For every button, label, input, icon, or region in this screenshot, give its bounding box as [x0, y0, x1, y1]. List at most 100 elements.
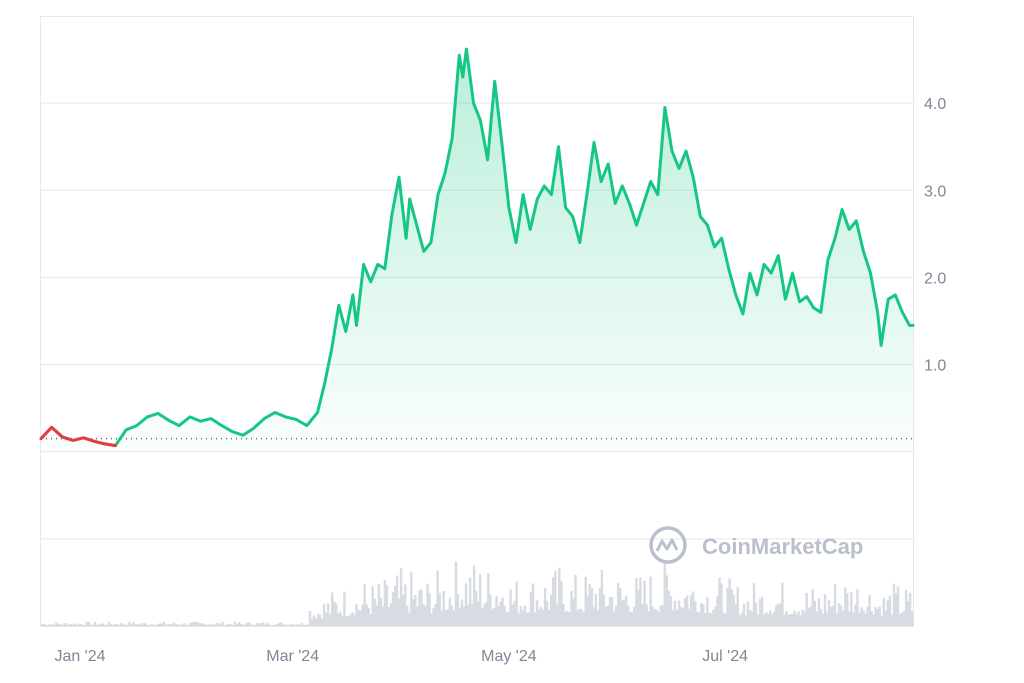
volume-bar: [79, 624, 82, 626]
volume-bar: [722, 612, 725, 626]
volume-bar: [483, 604, 486, 626]
volume-bar: [282, 624, 285, 626]
coinmarketcap-logo-icon: [649, 526, 687, 564]
volume-bar: [706, 597, 709, 626]
volume-bar: [679, 606, 683, 626]
volume-bar: [462, 606, 466, 626]
volume-bar: [842, 610, 845, 626]
volume-bar: [140, 624, 143, 626]
volume-bar: [898, 613, 902, 626]
volume-bar: [720, 583, 723, 626]
volume-bar: [296, 624, 299, 626]
volume-bar: [195, 622, 198, 626]
volume-bar: [245, 622, 249, 626]
volume-bar: [266, 622, 269, 626]
volume-bar: [580, 609, 583, 626]
volume-bar: [132, 622, 135, 626]
volume-bar: [548, 609, 551, 626]
volume-bar: [274, 624, 277, 626]
price-line-below-reference[interactable]: [39, 425, 117, 448]
volume-bar: [625, 595, 628, 626]
volume-bar: [258, 623, 261, 626]
volume-bar: [377, 584, 381, 626]
price-line[interactable]: [39, 47, 915, 448]
volume-bar: [862, 610, 865, 626]
volume-bar: [114, 623, 117, 626]
volume-bar: [537, 608, 541, 626]
volume-bar: [326, 603, 330, 626]
volume-bar: [908, 592, 912, 626]
volume-bar: [582, 612, 585, 626]
volume-bar: [345, 616, 348, 626]
volume-bar: [343, 591, 346, 626]
volume-bar: [440, 610, 443, 626]
volume-bar: [783, 614, 786, 626]
volume-bar: [694, 600, 697, 626]
volume-bar: [272, 624, 275, 626]
volume-bar: [278, 622, 281, 626]
volume-bar: [193, 621, 196, 626]
volume-bar: [324, 612, 328, 626]
volume-bar: [864, 614, 867, 626]
volume-bar: [509, 589, 512, 626]
volume-bar: [424, 606, 427, 626]
volume-bar: [568, 611, 571, 626]
volume-bar: [552, 577, 555, 626]
x-axis: Jan '24 Mar '24 May '24 Jul '24: [54, 648, 748, 665]
volume-bar: [395, 575, 399, 626]
volume-bar: [166, 624, 170, 626]
volume-bar: [657, 612, 660, 626]
volume-bar: [148, 624, 151, 626]
volume-bar: [531, 583, 535, 626]
volume-bar: [645, 603, 648, 626]
volume-bar: [150, 624, 153, 626]
volume-bar: [556, 604, 559, 626]
volume-bar: [164, 624, 168, 626]
volume-bar: [260, 623, 263, 626]
volume-bar: [191, 622, 194, 626]
volume-bar: [122, 624, 125, 626]
volume-bar: [426, 583, 429, 626]
volume-bar: [481, 608, 484, 626]
volume-bar: [355, 604, 358, 626]
volume-bar: [835, 612, 839, 626]
volume-bar: [444, 610, 448, 626]
volume-bar: [860, 607, 863, 626]
volume-bar: [539, 606, 543, 626]
volume-bar: [578, 608, 581, 626]
volume-bar: [89, 624, 93, 626]
volume-bar: [253, 624, 257, 626]
volume-bar: [312, 615, 316, 626]
volume-bar: [637, 589, 640, 626]
volume-bar: [339, 611, 342, 626]
volume-bar: [128, 622, 131, 626]
volume-bar: [105, 624, 109, 626]
volume-bar: [316, 613, 320, 626]
volume-bar: [365, 604, 368, 626]
watermark-text: CoinMarketCap: [702, 534, 863, 559]
volume-bar: [793, 610, 796, 626]
volume-bar: [653, 609, 656, 626]
volume-bar: [118, 624, 121, 626]
volume-bar: [168, 624, 172, 626]
volume-bar: [639, 577, 642, 626]
volume-bar: [337, 613, 340, 626]
volume-bar: [765, 612, 768, 626]
volume-bar: [560, 580, 563, 626]
volume-bar: [233, 621, 237, 626]
volume-bar: [353, 615, 356, 626]
volume-bar: [85, 621, 89, 626]
volume-bar: [671, 610, 675, 626]
volume-bar: [416, 606, 419, 626]
volume-bar: [320, 618, 324, 626]
volume-bar: [351, 612, 354, 626]
volume-bar: [815, 611, 819, 626]
volume-bar: [442, 591, 445, 626]
volume-bar: [375, 605, 379, 626]
volume-bar: [507, 611, 510, 626]
volume-bar: [63, 622, 66, 626]
volume-bar: [286, 624, 289, 626]
volume-bar: [436, 570, 439, 626]
volume-bar: [485, 602, 488, 626]
